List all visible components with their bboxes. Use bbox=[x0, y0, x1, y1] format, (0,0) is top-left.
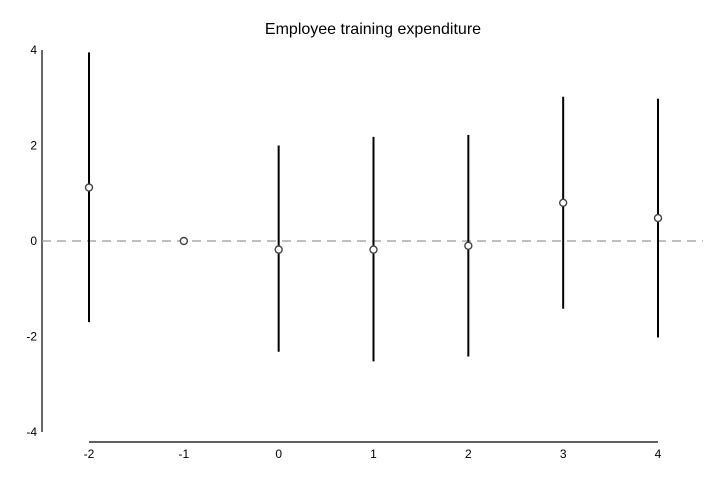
y-tick-labels: -4 -2 0 2 4 bbox=[26, 43, 37, 439]
point-estimate-marker bbox=[464, 241, 473, 250]
point-estimate-marker bbox=[179, 236, 189, 246]
x-tick-label: 2 bbox=[465, 447, 472, 461]
y-tick-label: 2 bbox=[30, 139, 37, 153]
point-estimate-marker bbox=[653, 213, 663, 223]
point-estimate-marker bbox=[84, 183, 94, 192]
x-tick-label: 1 bbox=[370, 447, 377, 461]
y-tick-label: -4 bbox=[26, 425, 37, 439]
x-tick-label: 4 bbox=[655, 447, 662, 461]
y-tick-label: 0 bbox=[30, 234, 37, 248]
y-tick-label: 4 bbox=[30, 43, 37, 57]
point-estimate-marker bbox=[274, 245, 283, 254]
x-tick-label: -1 bbox=[178, 447, 189, 461]
y-tick-label: -2 bbox=[26, 330, 37, 344]
x-tick-label: 3 bbox=[560, 447, 567, 461]
point-estimates bbox=[84, 183, 663, 254]
confidence-intervals bbox=[88, 52, 659, 362]
x-tick-label: -2 bbox=[84, 447, 95, 461]
x-tick-labels: -2 -1 0 1 2 3 4 bbox=[84, 447, 662, 461]
point-estimate-marker bbox=[558, 198, 568, 208]
x-tick-label: 0 bbox=[275, 447, 282, 461]
chart-title: Employee training expenditure bbox=[265, 21, 481, 38]
point-estimate-marker bbox=[369, 245, 378, 254]
